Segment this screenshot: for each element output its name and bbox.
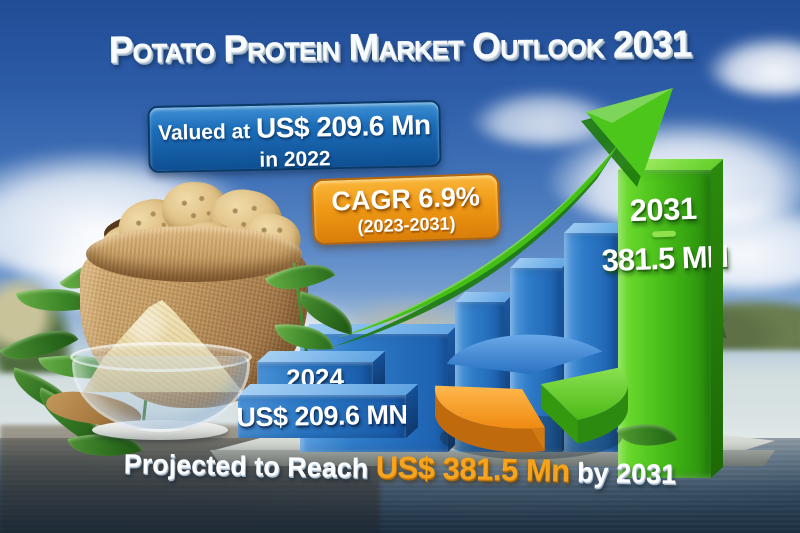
bar-2031-year: 2031 (629, 190, 698, 229)
valuation-badge: Valued at US$ 209.6 Mn in 2022 (147, 99, 442, 174)
valuation-prefix: Valued at (157, 119, 257, 145)
block-2024-value: US$ 209.6 MN (236, 395, 408, 438)
projection-suffix: by 2031 (569, 457, 677, 490)
valuation-value: US$ 209.6 Mn (255, 109, 431, 144)
bar-2031-labels: 2031 381.5 MN (595, 190, 734, 280)
valuation-line1: Valued at US$ 209.6 Mn (150, 109, 440, 151)
potato-sack-rim (86, 226, 302, 282)
page-title: Potato Protein Market Outlook 2031 (108, 22, 692, 71)
dash-divider (651, 230, 677, 238)
bar-chart-bar (455, 302, 505, 452)
cagr-badge: CAGR 6.9% (2023-2031) (310, 172, 502, 246)
projection-value: US$ 381.5 Mn (375, 449, 571, 489)
cloud (470, 90, 620, 145)
bar-chart-bar (510, 268, 562, 452)
projection-prefix: Projected to Reach (123, 448, 377, 484)
block-2024-value-label: US$ 209.6 MN (236, 399, 408, 433)
bar-2031-value: 381.5 MN (601, 238, 729, 279)
